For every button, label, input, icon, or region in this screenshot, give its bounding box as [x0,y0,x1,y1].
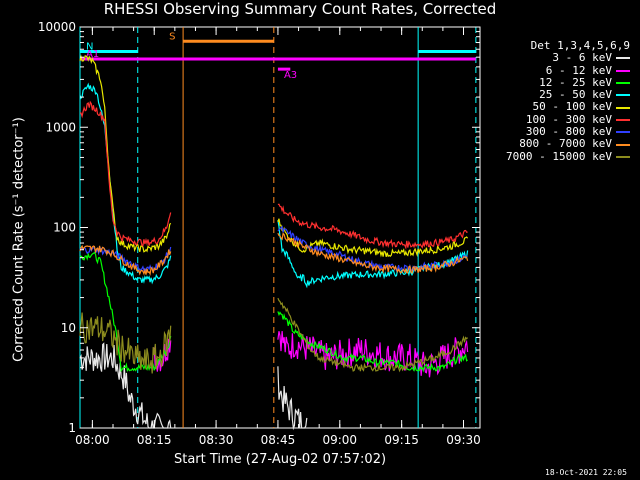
y-axis-label: Corrected Count Rate (s⁻¹ detector⁻¹) [11,117,27,362]
legend-label: 12 - 25 keV [539,75,612,89]
x-tick-label: 08:45 [261,433,296,447]
legend-entry: 7000 - 15000 keV [484,149,630,163]
series-line [79,312,172,374]
series-line [277,218,469,258]
legend-label: 3 - 6 keV [552,51,612,65]
flag-label: S [169,31,175,42]
series-line [277,311,468,373]
legend-entry: 3 - 6 keV [484,51,630,65]
legend-label: 100 - 300 keV [525,112,612,126]
x-tick-label: 09:30 [446,433,481,447]
y-tick-label: 100 [53,221,76,235]
series-line [79,82,172,285]
legend-swatch [616,155,630,158]
flag-bars: N S A1 A3 [80,31,476,81]
legend-swatch [616,57,630,60]
x-tick-label: 08:15 [137,433,172,447]
legend-swatch [616,94,630,97]
legend-entry: 6 - 12 keV [484,63,630,77]
legend-rows: 3 - 6 keV 6 - 12 keV 12 - 25 keV 25 - 50 ke… [484,51,630,163]
series-line [277,203,468,250]
series-line [277,297,469,373]
series-lines [79,54,469,431]
legend-entry: 800 - 7000 keV [484,138,630,150]
legend-entry: 50 - 100 keV [484,101,630,113]
legend-label: 6 - 12 keV [545,63,612,77]
chart-title: RHESSI Observing Summary Count Rates, Co… [103,0,497,18]
series-line [277,232,469,275]
legend-swatch [616,106,630,109]
series-line [277,331,469,378]
x-tick-label: 09:00 [322,433,357,447]
y-tick-label: 1 [68,421,76,435]
legend-swatch [616,118,630,121]
legend-swatch [616,69,630,72]
legend-label: 50 - 100 keV [532,100,612,114]
legend-label: 25 - 50 keV [539,88,612,102]
x-tick-label: 09:15 [384,433,419,447]
series-line [79,342,172,429]
series-line [79,100,172,247]
y-tick-label: 1000 [45,120,76,134]
flag-label: A3 [284,70,297,81]
legend-swatch [616,143,630,146]
series-line [277,366,308,431]
legend-swatch [616,131,630,134]
legend-label: 7000 - 15000 keV [506,149,612,163]
legend-entry: 25 - 50 keV [484,88,630,102]
series-line [79,244,172,276]
x-tick-label: 08:30 [199,433,234,447]
date-stamp: 18-Oct-2021 22:05 [545,468,627,477]
flag-label: N [86,41,93,52]
legend-swatch [616,82,630,85]
legend-entry: 100 - 300 keV [484,112,630,126]
series-line [277,219,469,289]
legend-entry: 300 - 800 keV [484,125,630,139]
legend-label: 800 - 7000 keV [519,137,612,151]
legend-title: Det 1,3,4,5,6,9 [530,39,630,52]
x-axis-label: Start Time (27-Aug-02 07:57:02) [173,452,387,467]
x-tick-label: 08:00 [75,433,110,447]
series-line [79,54,172,253]
legend-label: 300 - 800 keV [525,125,612,139]
flag-label: A1 [86,49,99,60]
legend: Det 1,3,4,5,6,9 3 - 6 keV 6 - 12 keV 12 - … [484,39,630,163]
y-tick-label: 10000 [38,20,76,34]
legend-entry: 12 - 25 keV [484,75,630,89]
axis-ticks: 08:00 08:15 08:30 08:45 09:00 09:15 09:30 1 10 10… [38,20,481,447]
y-tick-label: 10 [61,321,76,335]
